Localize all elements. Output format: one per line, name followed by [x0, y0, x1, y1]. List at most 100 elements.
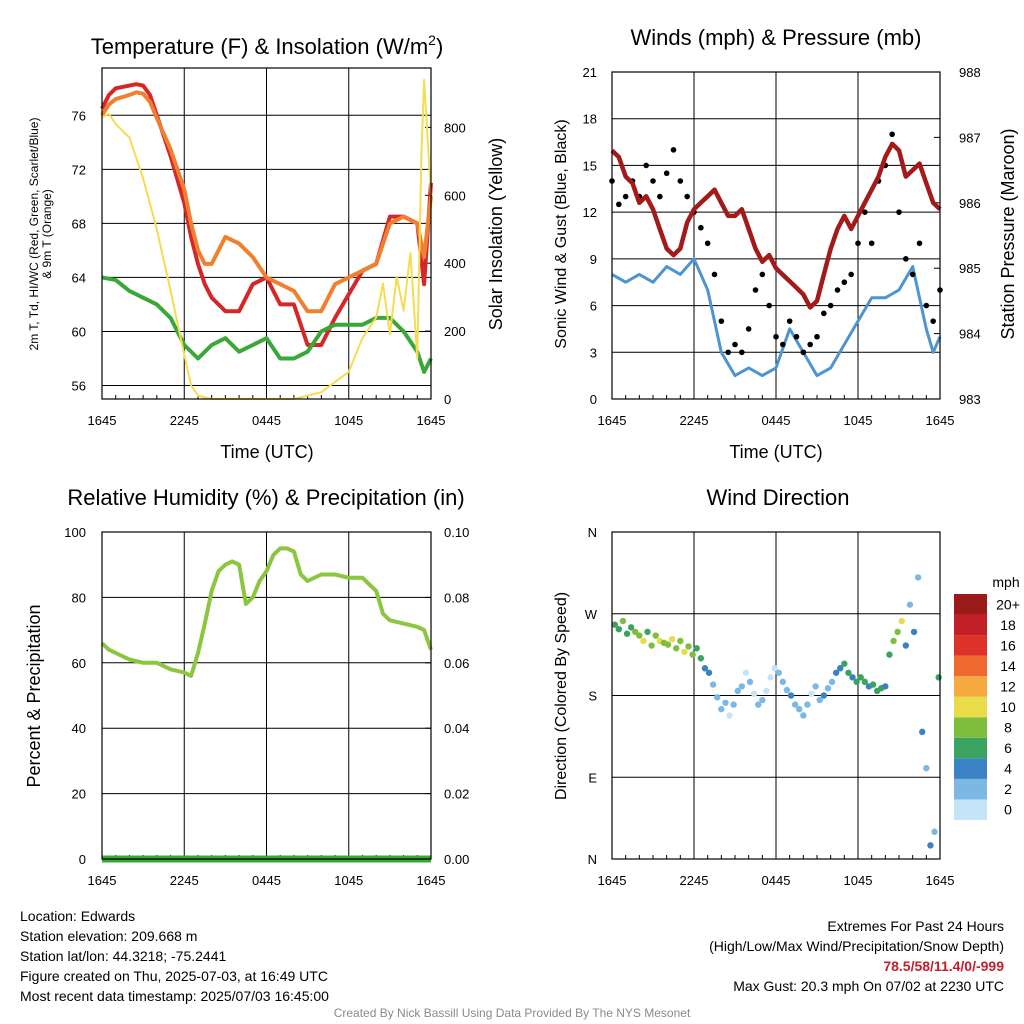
series-line-9m-t	[100, 90, 433, 314]
x-tick-label: 1645	[88, 413, 117, 428]
direction-point	[787, 692, 795, 699]
direction-point	[742, 669, 750, 676]
extremes-block: Extremes For Past 24 Hours (High/Low/Max…	[709, 916, 1004, 996]
direction-point	[693, 645, 700, 652]
gust-point	[834, 287, 841, 293]
gust-point	[862, 209, 868, 215]
x-axis-label: Time (UTC)	[729, 442, 822, 462]
direction-point	[832, 669, 840, 676]
y-tick-label: 68	[72, 216, 86, 231]
y-right-tick-label: 200	[444, 324, 466, 339]
gust-point	[752, 287, 759, 293]
plot-frame	[611, 531, 941, 860]
direction-point	[816, 696, 823, 704]
y-tick-label: 64	[72, 270, 86, 285]
gust-point	[903, 256, 909, 262]
y-tick-label: 40	[72, 721, 86, 736]
y-right-tick-label: 984	[959, 327, 981, 342]
direction-point	[869, 681, 877, 688]
x-tick-label: 1645	[926, 873, 955, 888]
gust-point	[622, 193, 629, 200]
direction-point	[923, 764, 930, 772]
direction-point	[808, 690, 815, 697]
direction-point	[919, 728, 926, 736]
direction-point	[845, 669, 852, 676]
x-tick-label: 1645	[88, 873, 117, 888]
direction-point	[824, 685, 832, 692]
y-tick-label: 72	[72, 162, 86, 177]
direction-point	[734, 687, 741, 695]
y-right-axis-label: Station Pressure (Maroon)	[998, 128, 1018, 339]
gust-point	[718, 318, 725, 324]
created-text: Figure created on Thu, 2025-07-03, at 16…	[20, 968, 328, 984]
gust-point	[896, 209, 902, 215]
gust-point	[786, 318, 793, 324]
direction-point	[763, 687, 770, 695]
chart-title: Temperature (F) & Insolation (W/m2)	[91, 32, 444, 59]
y-right-tick-label: 985	[959, 261, 981, 276]
y-right-tick-label: 988	[959, 65, 981, 80]
y-axis-label: Percent & Precipitation	[24, 604, 44, 787]
gust-point	[800, 349, 807, 356]
gust-point	[663, 170, 670, 177]
gust-point	[657, 193, 663, 200]
direction-point	[861, 678, 869, 686]
extremes-title: Extremes For Past 24 Hours	[827, 918, 1004, 934]
y-tick-label: 18	[583, 112, 597, 127]
y-tick-label: 100	[64, 525, 86, 540]
direction-point	[927, 842, 934, 849]
gust-point	[650, 178, 656, 184]
direction-point	[685, 643, 692, 650]
y-right-tick-label: 0.08	[444, 590, 469, 605]
colorbar-title: mph	[992, 574, 1019, 590]
direction-point	[890, 637, 897, 645]
colorbar-label: 12	[1000, 678, 1016, 694]
gust-point	[930, 318, 936, 324]
x-tick-label: 1645	[926, 413, 955, 428]
speed-colorbar: mph 0 2 4 6 8 10 12 14 16 18 20+	[954, 574, 1020, 820]
x-tick-label: 1645	[417, 873, 446, 888]
x-tick-label: 2245	[680, 413, 709, 428]
direction-point	[673, 645, 680, 652]
colorbar-label: 0	[1004, 802, 1012, 818]
y-tick-label: 80	[72, 590, 86, 605]
gust-point	[923, 302, 930, 309]
x-tick-label: 2245	[680, 873, 709, 888]
y-right-tick-label: 0.02	[444, 787, 469, 802]
x-tick-label: 0445	[252, 413, 281, 428]
x-tick-label: 1645	[417, 413, 446, 428]
colorbar-swatch	[954, 676, 987, 697]
direction-point	[619, 617, 627, 625]
y-tick-label: 20	[72, 787, 86, 802]
direction-point	[750, 690, 758, 697]
direction-point	[668, 635, 676, 643]
gust-point	[814, 333, 820, 340]
direction-point	[804, 701, 811, 708]
gust-point	[827, 302, 834, 309]
x-tick-label: 1045	[334, 413, 363, 428]
direction-point	[906, 601, 914, 608]
direction-point	[652, 632, 659, 639]
direction-point	[910, 628, 918, 636]
gust-point	[698, 224, 704, 231]
gust-point	[821, 310, 827, 317]
x-tick-label: 1645	[598, 873, 627, 888]
colorbar-label: 10	[1000, 699, 1016, 715]
direction-point	[730, 701, 737, 708]
gust-point	[739, 349, 745, 356]
chart-panel-1: 1645 2245 0445 1045 164503691215182198398498…	[553, 25, 1018, 462]
y-tick-label: W	[585, 607, 598, 622]
y-tick-label: N	[588, 525, 597, 540]
colorbar-swatch	[954, 758, 987, 779]
y-tick-label: N	[588, 852, 597, 867]
direction-point	[886, 651, 893, 658]
gust-point	[841, 279, 848, 286]
y-tick-label: 60	[72, 656, 86, 671]
gust-point	[711, 271, 718, 278]
x-tick-label: 1045	[334, 873, 363, 888]
y-right-tick-label: 986	[959, 196, 981, 211]
recent-text: Most recent data timestamp: 2025/07/03 1…	[20, 988, 329, 1004]
direction-point	[648, 642, 655, 649]
colorbar-label: 6	[1004, 740, 1012, 756]
direction-point	[726, 712, 733, 719]
